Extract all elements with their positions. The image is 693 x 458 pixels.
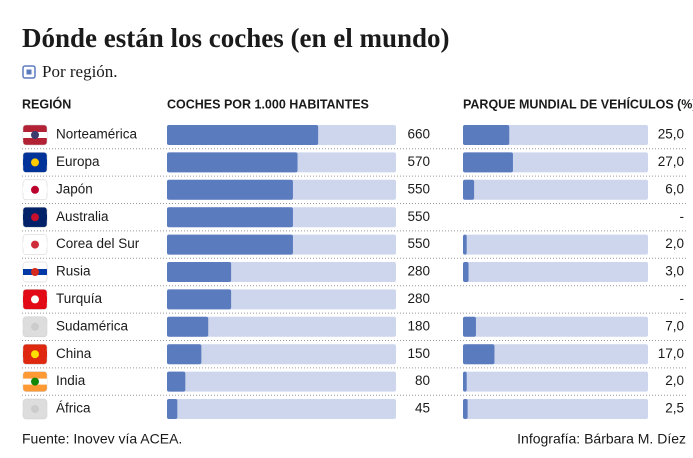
bar	[167, 371, 186, 392]
bar	[463, 371, 467, 392]
bar	[463, 344, 495, 365]
value-label: 27,0	[658, 154, 684, 169]
bar-track	[167, 344, 396, 365]
value-label: 2,0	[665, 373, 684, 388]
bar	[167, 125, 319, 145]
flag	[31, 213, 39, 222]
bar	[167, 344, 202, 365]
region-label: Turquía	[56, 291, 103, 306]
region-label: Europa	[56, 154, 100, 169]
bar	[463, 152, 513, 173]
value-label: 2,5	[665, 401, 684, 416]
column-header: PARQUE MUNDIAL DE VEHÍCULOS (%)	[463, 96, 693, 111]
bar	[463, 179, 475, 200]
column-header: COCHES POR 1.000 HABITANTES	[167, 97, 369, 111]
region-label: Australia	[56, 209, 109, 224]
bar	[167, 207, 293, 228]
value-label: 570	[407, 154, 430, 169]
bar	[463, 234, 467, 255]
flag	[31, 377, 39, 386]
source: Fuente: Inovev vía ACEA.	[22, 431, 182, 447]
value-label: 280	[407, 264, 430, 279]
bar-track	[463, 262, 648, 282]
bar-track	[167, 316, 396, 337]
flag	[31, 158, 39, 167]
subtitle: Por región.	[42, 62, 118, 81]
bar	[167, 152, 298, 173]
value-label: 550	[407, 181, 430, 196]
region-label: India	[56, 373, 86, 388]
bar-track	[463, 179, 648, 200]
region-label: Norteamérica	[56, 127, 138, 142]
chart-title: Dónde están los coches (en el mundo)	[22, 23, 450, 53]
flag	[31, 268, 39, 276]
bar-track	[463, 371, 648, 392]
bar	[167, 316, 209, 337]
region-label: Sudamérica	[56, 318, 129, 333]
region-label: Corea del Sur	[56, 236, 140, 251]
value-label: 2,0	[665, 236, 684, 251]
column-header: REGIÓN	[22, 96, 71, 111]
value-label: 660	[407, 127, 430, 142]
flag	[31, 131, 39, 139]
credit: Infografía: Bárbara M. Díez	[517, 431, 686, 447]
value-label: 550	[407, 236, 430, 251]
bar	[463, 125, 510, 145]
region-label: Rusia	[56, 264, 91, 279]
value-label: 550	[407, 209, 430, 224]
value-label: 150	[407, 346, 430, 361]
value-label: 3,0	[665, 264, 684, 279]
subtitle-icon-dot	[26, 69, 32, 75]
bar	[167, 289, 232, 310]
region-label: Japón	[56, 181, 93, 196]
bar-track	[463, 399, 648, 419]
flag	[31, 350, 39, 359]
region-label: África	[56, 401, 91, 416]
value-label: 6,0	[665, 181, 684, 196]
value-label: 7,0	[665, 318, 684, 333]
value-label: -	[680, 291, 685, 306]
bar-track	[463, 234, 648, 255]
value-label: 45	[415, 401, 430, 416]
bar-track	[167, 399, 396, 419]
region-label: China	[56, 346, 92, 361]
value-label: -	[680, 209, 685, 224]
flag	[31, 405, 39, 413]
bar	[463, 399, 468, 419]
bar-track	[167, 371, 396, 392]
bar	[463, 262, 469, 282]
value-label: 80	[415, 373, 430, 388]
flag	[31, 185, 39, 194]
value-label: 17,0	[658, 346, 684, 361]
bar-track	[463, 316, 648, 337]
bar-track	[463, 344, 648, 365]
flag	[31, 322, 39, 331]
bar	[167, 179, 293, 200]
flag	[31, 240, 39, 249]
value-label: 180	[407, 318, 430, 333]
bar	[167, 399, 178, 419]
bar	[167, 262, 232, 282]
bar	[463, 316, 476, 337]
value-label: 280	[407, 291, 430, 306]
bar	[167, 234, 293, 255]
value-label: 25,0	[658, 127, 684, 142]
flag	[31, 295, 39, 304]
